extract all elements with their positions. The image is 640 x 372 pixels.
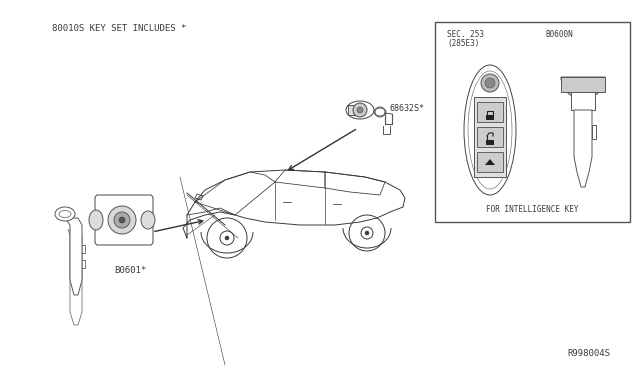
FancyBboxPatch shape	[95, 195, 153, 245]
Bar	[435, 22, 630, 222]
Polygon shape	[485, 159, 495, 165]
Bar	[348, 105, 358, 115]
Wedge shape	[561, 77, 605, 99]
Circle shape	[114, 212, 130, 228]
Bar	[474, 97, 506, 177]
Ellipse shape	[464, 65, 516, 195]
Polygon shape	[68, 230, 82, 325]
Circle shape	[357, 107, 363, 113]
Text: 68632S*: 68632S*	[390, 103, 425, 112]
Bar	[477, 102, 503, 122]
Bar	[486, 115, 494, 120]
Ellipse shape	[346, 101, 374, 119]
Circle shape	[108, 206, 136, 234]
Bar	[477, 127, 503, 147]
Circle shape	[365, 231, 369, 235]
Bar	[477, 152, 503, 172]
Circle shape	[485, 78, 495, 88]
Circle shape	[119, 217, 125, 223]
Circle shape	[225, 236, 229, 240]
Polygon shape	[592, 125, 596, 139]
Text: (285E3): (285E3)	[447, 39, 479, 48]
Text: B0601*: B0601*	[114, 266, 147, 275]
Ellipse shape	[141, 211, 155, 229]
Circle shape	[353, 103, 367, 117]
Text: R998004S: R998004S	[567, 349, 610, 358]
Bar	[561, 77, 605, 92]
Ellipse shape	[89, 210, 103, 230]
Text: 80010S KEY SET INCLUDES *: 80010S KEY SET INCLUDES *	[52, 24, 186, 33]
Ellipse shape	[55, 207, 75, 221]
Bar	[486, 140, 494, 145]
Text: FOR INTELLIGENCE KEY: FOR INTELLIGENCE KEY	[486, 205, 579, 214]
Polygon shape	[65, 218, 82, 295]
Text: SEC. 253: SEC. 253	[447, 30, 484, 39]
Text: B0600N: B0600N	[545, 30, 573, 39]
Polygon shape	[574, 110, 592, 187]
Circle shape	[481, 74, 499, 92]
Bar	[571, 92, 595, 110]
